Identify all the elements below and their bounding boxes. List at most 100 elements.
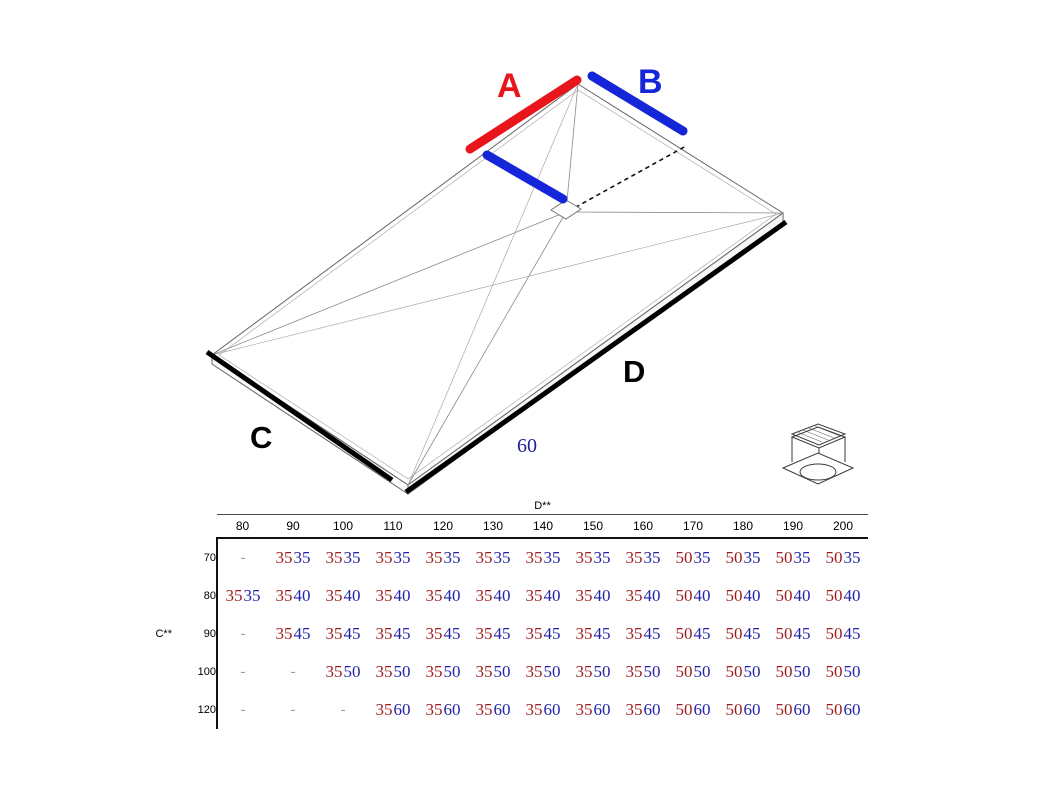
table-cell: - xyxy=(217,615,268,653)
table-cell: 5035 xyxy=(668,538,718,577)
cell-value-a: 35 xyxy=(425,548,443,567)
cell-value-b: 35 xyxy=(493,548,511,567)
table-cell: 5040 xyxy=(818,577,868,615)
table-cell: 3550 xyxy=(368,653,418,691)
cell-value-b: 35 xyxy=(793,548,811,567)
table-cell: 3560 xyxy=(418,691,468,729)
cell-value-a: 35 xyxy=(575,700,593,719)
cell-value-b: 45 xyxy=(593,624,611,643)
table-cell: 3535 xyxy=(368,538,418,577)
cell-value-a: 35 xyxy=(625,548,643,567)
cell-value-a: 35 xyxy=(525,586,543,605)
table-cell: 3550 xyxy=(568,653,618,691)
cell-value-b: 50 xyxy=(593,662,611,681)
cell-value-a: 35 xyxy=(575,586,593,605)
cell-value-b: 45 xyxy=(293,624,311,643)
table-cell: 3545 xyxy=(418,615,468,653)
table-row: 100- -3550 3550 3550 3550 3550 3550 3550 5050 505… xyxy=(148,653,868,691)
cell-value-b: 40 xyxy=(793,586,811,605)
cell-value-a: 35 xyxy=(575,624,593,643)
cell-value-a: 35 xyxy=(325,624,343,643)
table-cell: 3545 xyxy=(568,615,618,653)
marker-b-line-lower xyxy=(482,150,568,204)
cell-value-a: 50 xyxy=(675,586,693,605)
table-cell: 3540 xyxy=(618,577,668,615)
table-cell: 3545 xyxy=(368,615,418,653)
table-cell: 3535 xyxy=(217,577,268,615)
table-cell: - xyxy=(217,538,268,577)
cell-value-a: 35 xyxy=(625,700,643,719)
cell-value-b: 60 xyxy=(443,700,461,719)
table-cell: 3560 xyxy=(518,691,568,729)
row-header: 70 xyxy=(172,538,218,577)
cell-value-a: 35 xyxy=(475,700,493,719)
table-cell: 3540 xyxy=(468,577,518,615)
table-cell: 5035 xyxy=(768,538,818,577)
cell-value-b: 60 xyxy=(643,700,661,719)
col-header: 180 xyxy=(718,514,768,539)
cell-value-b: 35 xyxy=(243,586,261,605)
cell-value-a: 50 xyxy=(725,700,743,719)
table-cell: 5035 xyxy=(818,538,868,577)
cell-value-b: 35 xyxy=(443,548,461,567)
axis-label-d: D** xyxy=(217,498,868,515)
cell-value-a: 50 xyxy=(825,548,843,567)
table-cell: 5050 xyxy=(768,653,818,691)
table-cell: 3535 xyxy=(568,538,618,577)
table-cell: - xyxy=(217,691,268,729)
cell-empty-dash: - xyxy=(290,664,296,680)
table-cell: - xyxy=(268,653,318,691)
cell-value-b: 45 xyxy=(643,624,661,643)
cell-value-a: 50 xyxy=(775,624,793,643)
table-cell: 5040 xyxy=(668,577,718,615)
cell-value-a: 35 xyxy=(425,624,443,643)
cell-value-a: 35 xyxy=(375,700,393,719)
cell-value-b: 50 xyxy=(543,662,561,681)
cell-value-a: 50 xyxy=(725,624,743,643)
cell-value-a: 50 xyxy=(775,662,793,681)
cell-value-b: 50 xyxy=(843,662,861,681)
cell-value-a: 50 xyxy=(775,700,793,719)
spec-table: D** 80 90 100 110 120 130 140 150 160 17… xyxy=(148,498,868,729)
corner-spacer xyxy=(148,515,172,539)
cell-value-a: 50 xyxy=(725,586,743,605)
cell-value-b: 35 xyxy=(643,548,661,567)
cell-value-b: 45 xyxy=(793,624,811,643)
cell-value-a: 35 xyxy=(375,624,393,643)
cell-value-a: 50 xyxy=(825,662,843,681)
col-header: 120 xyxy=(418,514,468,539)
col-header: 170 xyxy=(668,514,718,539)
table-cell: 5060 xyxy=(668,691,718,729)
cell-empty-dash: - xyxy=(240,550,246,566)
dimension-table: D** 80 90 100 110 120 130 140 150 160 17… xyxy=(148,498,928,748)
table-cell: 3550 xyxy=(418,653,468,691)
table-cell: 5040 xyxy=(768,577,818,615)
cell-value-a: 35 xyxy=(525,662,543,681)
cell-value-b: 35 xyxy=(293,548,311,567)
cell-value-b: 45 xyxy=(693,624,711,643)
table-cell: 3560 xyxy=(468,691,518,729)
cell-value-b: 35 xyxy=(543,548,561,567)
table-cell: 5060 xyxy=(818,691,868,729)
cell-value-a: 35 xyxy=(475,548,493,567)
table-cell: 3540 xyxy=(518,577,568,615)
cell-value-b: 45 xyxy=(543,624,561,643)
table-cell: 5060 xyxy=(718,691,768,729)
table-cell: 3540 xyxy=(318,577,368,615)
table-cell: 3540 xyxy=(268,577,318,615)
table-cell: 3545 xyxy=(468,615,518,653)
table-cell: - xyxy=(217,653,268,691)
cell-value-b: 40 xyxy=(743,586,761,605)
table-row: 80 3535 3540 3540 3540 3540 3540 3540 3540 3540 50… xyxy=(148,577,868,615)
cell-value-a: 35 xyxy=(375,586,393,605)
cell-value-a: 50 xyxy=(725,548,743,567)
cell-value-a: 35 xyxy=(425,700,443,719)
cell-value-b: 50 xyxy=(793,662,811,681)
shower-tray xyxy=(211,83,784,495)
table-cell: 3535 xyxy=(268,538,318,577)
table-cell: 5045 xyxy=(668,615,718,653)
cell-value-b: 60 xyxy=(793,700,811,719)
table-cell: 5060 xyxy=(768,691,818,729)
cell-value-b: 40 xyxy=(643,586,661,605)
cell-value-a: 35 xyxy=(275,548,293,567)
